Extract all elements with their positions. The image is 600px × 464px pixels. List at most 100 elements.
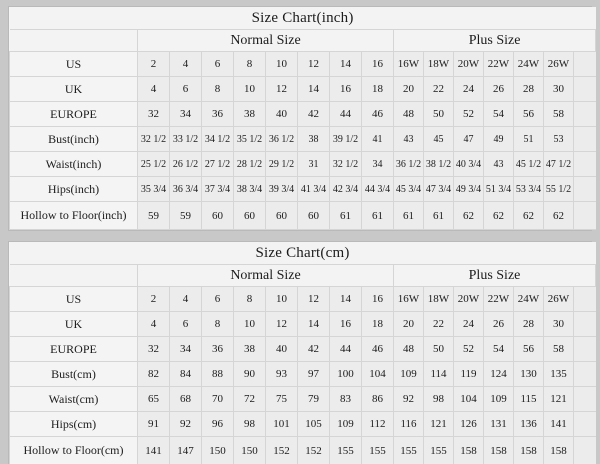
cell: 10 <box>233 76 266 102</box>
cell-empty <box>572 311 596 337</box>
cell: 39 3/4 <box>265 176 298 202</box>
cell: 141 <box>543 411 574 437</box>
cell: 26 <box>483 311 514 337</box>
cell: 39 1/2 <box>329 126 362 152</box>
cell: 37 3/4 <box>201 176 234 202</box>
cell: 24 <box>453 76 484 102</box>
cell: 26W <box>543 286 574 312</box>
row-label-hollow-to-floor: Hollow to Floor(cm) <box>9 436 138 464</box>
cell: 104 <box>361 361 394 387</box>
cell: 62 <box>453 201 484 230</box>
cell: 34 1/2 <box>201 126 234 152</box>
cell: 105 <box>297 411 330 437</box>
row-label-us: US <box>9 51 138 77</box>
cell: 152 <box>297 436 330 464</box>
cell: 92 <box>169 411 202 437</box>
cell: 60 <box>297 201 330 230</box>
cell: 33 1/2 <box>169 126 202 152</box>
cell: 16 <box>361 286 394 312</box>
cell-empty <box>572 151 596 177</box>
cell: 56 <box>513 101 544 127</box>
cell: 135 <box>543 361 574 387</box>
cell: 62 <box>513 201 544 230</box>
cell: 136 <box>513 411 544 437</box>
table-row: EUROPE 32 34 36 38 40 42 44 46 48 50 52 … <box>9 101 596 127</box>
chart-group-row: Normal Size Plus Size <box>9 29 597 52</box>
table-row: UK 4 6 8 10 12 14 16 18 20 22 24 26 28 3… <box>9 76 596 102</box>
cell-empty <box>572 436 596 464</box>
cell: 12 <box>265 311 298 337</box>
size-chart-cm-table: Size Chart(cm) Normal Size Plus Size US … <box>9 242 597 464</box>
cell: 16 <box>329 76 362 102</box>
cell: 40 <box>265 101 298 127</box>
cell: 112 <box>361 411 394 437</box>
row-label-uk: UK <box>9 76 138 102</box>
cell: 115 <box>513 386 544 412</box>
cell: 52 <box>453 101 484 127</box>
row-label-us: US <box>9 286 138 312</box>
cell: 34 <box>361 151 394 177</box>
row-label-hips: Hips(cm) <box>9 411 138 437</box>
cell-empty <box>572 336 596 362</box>
cell: 58 <box>543 336 574 362</box>
cell: 92 <box>393 386 424 412</box>
cell: 150 <box>201 436 234 464</box>
cell: 36 <box>201 101 234 127</box>
cell: 42 <box>297 101 330 127</box>
cell: 32 <box>137 101 170 127</box>
cell: 52 <box>453 336 484 362</box>
cell: 22W <box>483 286 514 312</box>
cell: 4 <box>169 51 202 77</box>
chart-group-row: Normal Size Plus Size <box>9 264 597 287</box>
cell: 4 <box>137 311 170 337</box>
cell: 2 <box>137 286 170 312</box>
cell: 22W <box>483 51 514 77</box>
cell: 28 <box>513 76 544 102</box>
cell: 51 3/4 <box>483 176 514 202</box>
table-row: EUROPE 32 34 36 38 40 42 44 46 48 50 52 … <box>9 336 596 362</box>
cell: 155 <box>393 436 424 464</box>
cell-empty <box>572 176 596 202</box>
cell: 32 <box>137 336 170 362</box>
cell: 14 <box>329 286 362 312</box>
cell: 93 <box>265 361 298 387</box>
cell: 35 1/2 <box>233 126 266 152</box>
cell: 59 <box>169 201 202 230</box>
cell: 62 <box>483 201 514 230</box>
cell: 16W <box>393 51 424 77</box>
cell: 65 <box>137 386 170 412</box>
cell: 41 <box>361 126 394 152</box>
cell: 47 <box>453 126 484 152</box>
table-row: US 2 4 6 8 10 12 14 16 16W 18W 20W 22W 2… <box>9 286 596 312</box>
cell: 109 <box>393 361 424 387</box>
row-label-europe: EUROPE <box>9 336 138 362</box>
cell: 8 <box>201 76 234 102</box>
cell: 131 <box>483 411 514 437</box>
cell: 82 <box>137 361 170 387</box>
cell: 38 <box>233 336 266 362</box>
cell: 62 <box>543 201 574 230</box>
cell: 14 <box>297 311 330 337</box>
cell: 12 <box>297 286 330 312</box>
cell: 68 <box>169 386 202 412</box>
cell-empty <box>572 286 596 312</box>
cell: 101 <box>265 411 298 437</box>
row-label-bust: Bust(cm) <box>9 361 138 387</box>
table-row: Hollow to Floor(cm) 141 147 150 150 152 … <box>9 436 596 464</box>
cell: 8 <box>201 311 234 337</box>
cell: 16 <box>361 51 394 77</box>
cell: 155 <box>361 436 394 464</box>
cell: 14 <box>297 76 330 102</box>
cell: 38 <box>233 101 266 127</box>
group-row-corner <box>9 29 138 52</box>
table-row: Waist(cm) 65 68 70 72 75 79 83 86 92 98 … <box>9 386 596 412</box>
cell: 36 3/4 <box>169 176 202 202</box>
cell: 20W <box>453 286 484 312</box>
cell-empty <box>572 76 596 102</box>
cell: 126 <box>453 411 484 437</box>
cell: 54 <box>483 101 514 127</box>
cell: 141 <box>137 436 170 464</box>
cell: 59 <box>137 201 170 230</box>
cell: 38 1/2 <box>423 151 454 177</box>
